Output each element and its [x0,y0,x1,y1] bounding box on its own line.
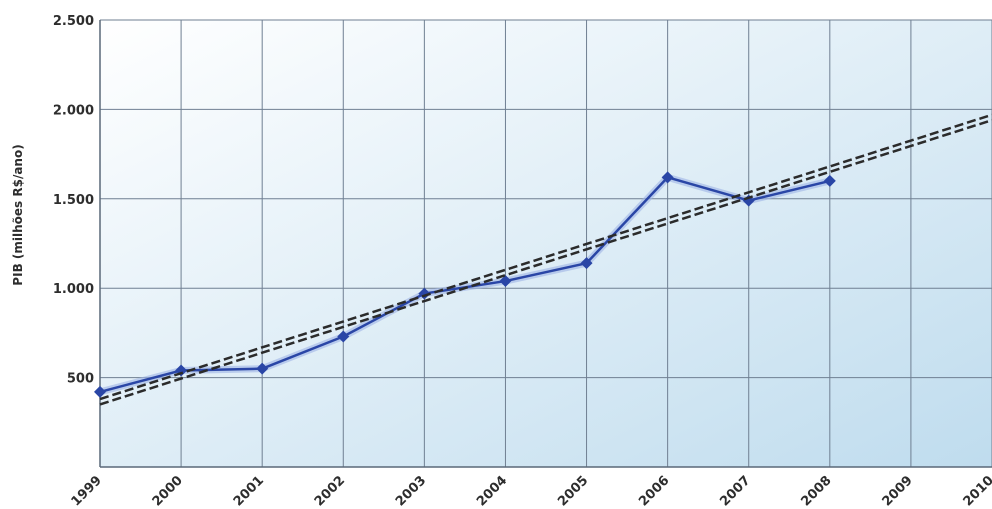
x-tick-label: 1999 [69,473,105,509]
data-point [580,257,593,270]
x-tick-labels: 1999 2000 2001 2002 2003 2004 2005 2006 2007 2008… [69,473,992,509]
x-tick-label: 2001 [231,473,267,509]
data-point [823,174,836,187]
x-tick-label: 2000 [150,473,186,509]
x-tick-label: 2006 [636,473,672,509]
y-tick-label: 2.500 [53,14,94,29]
data-point [661,171,674,184]
plot-area [100,20,992,467]
y-tick-label: 1.000 [53,282,94,297]
x-tick-label: 2008 [798,473,834,509]
x-tick-label: 2009 [880,473,916,509]
y-tick-labels: 500 1.000 1.500 2.000 2.500 [53,14,94,387]
series-group [94,113,992,406]
x-tick-label: 2007 [717,473,753,509]
y-axis-label: PIB (milhões R$/ano) [11,144,25,285]
y-tick-label: 2.000 [53,103,94,118]
x-tick-label: 2005 [555,473,591,509]
x-tick-label: 2010 [961,473,992,509]
data-point [499,275,512,288]
data-point [256,362,269,375]
x-tick-label: 2002 [312,473,348,509]
trendline [99,118,992,406]
y-tick-label: 500 [67,372,94,387]
x-tick-label: 2004 [474,473,510,509]
data-point [94,385,106,398]
x-tick-label: 2003 [393,473,429,509]
data-point [418,287,431,300]
trendline [99,113,992,401]
y-tick-label: 1.500 [53,193,94,208]
data-point [337,330,350,343]
